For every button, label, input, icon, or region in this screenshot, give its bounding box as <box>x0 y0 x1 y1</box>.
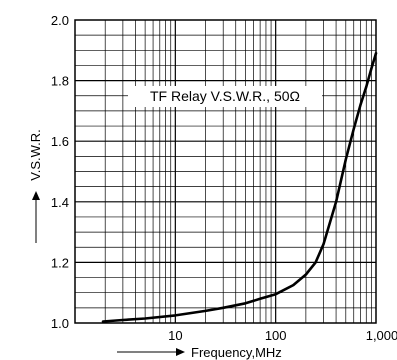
plot-frame <box>74 19 377 324</box>
x-axis-arrow-icon <box>117 348 185 356</box>
x-tick-label: 100 <box>265 328 287 343</box>
y-tick-label: 2.0 <box>51 13 69 28</box>
x-tick-label: 10 <box>168 328 182 343</box>
x-axis-label: Frequency,MHz <box>191 345 282 360</box>
y-tick-labels: 1.0 1.2 1.4 1.6 1.8 2.0 <box>51 13 69 331</box>
chart-title-background <box>128 86 322 107</box>
y-axis-label: V.S.W.R. <box>28 129 43 181</box>
y-tick-label: 1.8 <box>51 74 69 89</box>
grid-minor <box>75 20 376 323</box>
vswr-series-line <box>101 52 378 323</box>
grid-major <box>75 20 376 323</box>
y-tick-label: 1.0 <box>51 316 69 331</box>
y-tick-label: 1.2 <box>51 255 69 270</box>
y-axis-arrow-icon <box>32 191 40 243</box>
series-layer <box>101 52 378 323</box>
x-tick-label: 1,000 <box>366 328 397 343</box>
y-tick-label: 1.6 <box>51 134 69 149</box>
chart-title: TF Relay V.S.W.R., 50Ω <box>150 88 300 104</box>
y-arrow-head <box>32 191 40 200</box>
x-arrow-head <box>176 348 185 356</box>
y-tick-label: 1.4 <box>51 195 69 210</box>
x-tick-labels: 10 100 1,000 <box>168 328 397 343</box>
